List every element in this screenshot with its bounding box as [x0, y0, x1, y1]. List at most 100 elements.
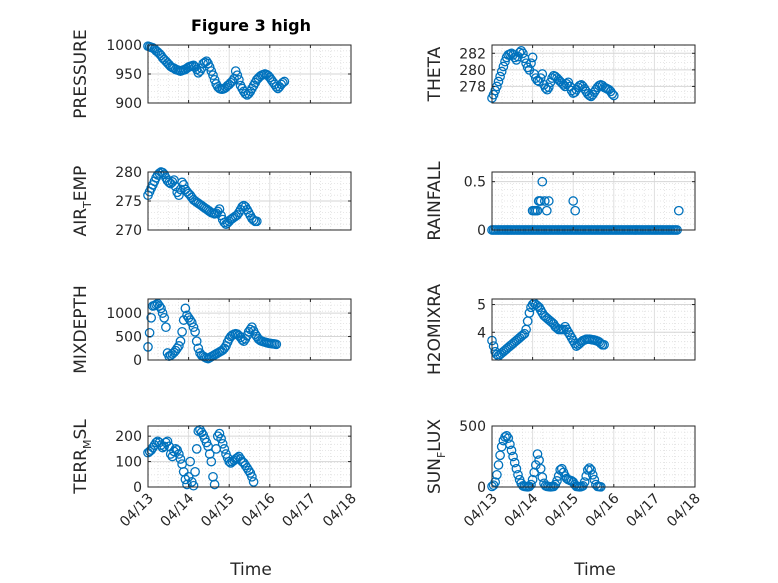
y-axis-label: MIXDEPTH	[71, 285, 91, 374]
data-point	[185, 456, 196, 467]
data-point	[232, 329, 243, 340]
subplot-7: 0 100 200 04/13 04/14 04/15 04/16 04/17 04/18 TER…	[71, 419, 360, 531]
y-tick-label: 280	[459, 63, 486, 79]
series-markers	[143, 41, 290, 100]
data-point	[162, 175, 173, 186]
x-axis-label-left: Time	[229, 560, 272, 580]
grid	[492, 425, 695, 488]
y-tick-label: 4	[477, 325, 486, 341]
data-point	[191, 444, 202, 454]
data-point	[190, 326, 200, 337]
data-point	[234, 74, 244, 85]
figure-title: Figure 3 high	[191, 16, 311, 35]
data-point	[183, 471, 194, 482]
subplot-8: 0 500 04/13 04/14 04/15 04/16 04/17 04/18 SUNFLU…	[425, 419, 704, 531]
data-point	[214, 428, 225, 439]
data-point	[224, 456, 235, 467]
x-tick-label: 04/13	[461, 491, 501, 531]
data-point	[518, 48, 528, 59]
x-axis-label-right: Time	[573, 560, 616, 580]
data-point	[506, 445, 517, 456]
x-tick-label: 04/15	[198, 491, 238, 531]
x-tick-label: 04/15	[542, 491, 582, 531]
axes-box	[491, 298, 696, 361]
data-point	[238, 458, 249, 468]
data-point	[537, 176, 548, 187]
x-tick-label: 04/18	[320, 491, 360, 531]
data-point	[157, 52, 168, 63]
data-point	[587, 469, 598, 480]
y-tick-label: 0	[477, 223, 486, 239]
data-point	[527, 474, 538, 485]
data-point	[492, 469, 502, 480]
data-point	[511, 463, 522, 474]
data-point	[537, 472, 548, 483]
axes-box	[491, 171, 696, 231]
data-point	[251, 216, 262, 227]
data-point	[673, 205, 684, 216]
subplot-4: 0 0.5 RAINFALL	[425, 161, 696, 241]
x-tick-label: 04/17	[279, 491, 319, 531]
data-point	[170, 444, 181, 454]
data-point	[527, 52, 538, 63]
data-point	[243, 88, 254, 99]
data-point	[490, 477, 501, 487]
data-point	[240, 88, 251, 99]
data-point	[594, 337, 605, 347]
data-point	[174, 449, 184, 459]
data-point	[608, 90, 619, 101]
data-point	[180, 303, 191, 314]
data-point	[175, 336, 186, 347]
data-point	[159, 312, 170, 323]
data-point	[261, 69, 272, 80]
data-point	[219, 444, 230, 454]
data-point	[532, 205, 543, 216]
data-point	[230, 454, 241, 464]
data-point	[146, 312, 157, 323]
data-point	[214, 204, 225, 214]
data-point	[156, 303, 166, 314]
data-point	[201, 56, 212, 67]
data-point	[151, 437, 161, 448]
data-point	[232, 70, 243, 81]
data-point	[578, 81, 588, 92]
data-point	[493, 76, 504, 87]
y-axis-label: PRESSURE	[71, 29, 91, 118]
series-markers	[143, 167, 262, 230]
y-tick-label: 278	[459, 79, 486, 95]
data-point	[526, 479, 536, 490]
data-point	[188, 480, 199, 491]
data-point	[174, 190, 184, 201]
data-point	[501, 430, 512, 441]
data-point	[509, 457, 520, 468]
y-tick-label: 1000	[106, 306, 142, 322]
y-tick-label: 0.5	[464, 175, 486, 191]
data-point	[513, 51, 523, 62]
data-point	[488, 341, 499, 351]
data-point	[563, 327, 574, 338]
data-point	[586, 465, 596, 475]
data-point	[161, 322, 171, 333]
data-point	[579, 477, 590, 487]
data-point	[539, 196, 550, 206]
data-point	[503, 433, 514, 444]
data-point	[505, 439, 515, 450]
data-point	[196, 200, 207, 211]
data-point	[493, 460, 504, 470]
data-point	[579, 84, 590, 94]
x-tick-label: 04/13	[117, 491, 157, 531]
data-point	[573, 82, 583, 93]
data-point	[276, 79, 287, 90]
data-point	[543, 196, 554, 206]
data-point	[545, 316, 556, 327]
data-point	[167, 349, 178, 359]
data-point	[587, 89, 598, 100]
data-point	[188, 322, 199, 333]
data-point	[607, 89, 618, 99]
data-point	[543, 82, 554, 93]
data-point	[248, 477, 259, 487]
data-point	[541, 205, 552, 216]
y-axis-label: AIRTEMP	[71, 166, 94, 237]
